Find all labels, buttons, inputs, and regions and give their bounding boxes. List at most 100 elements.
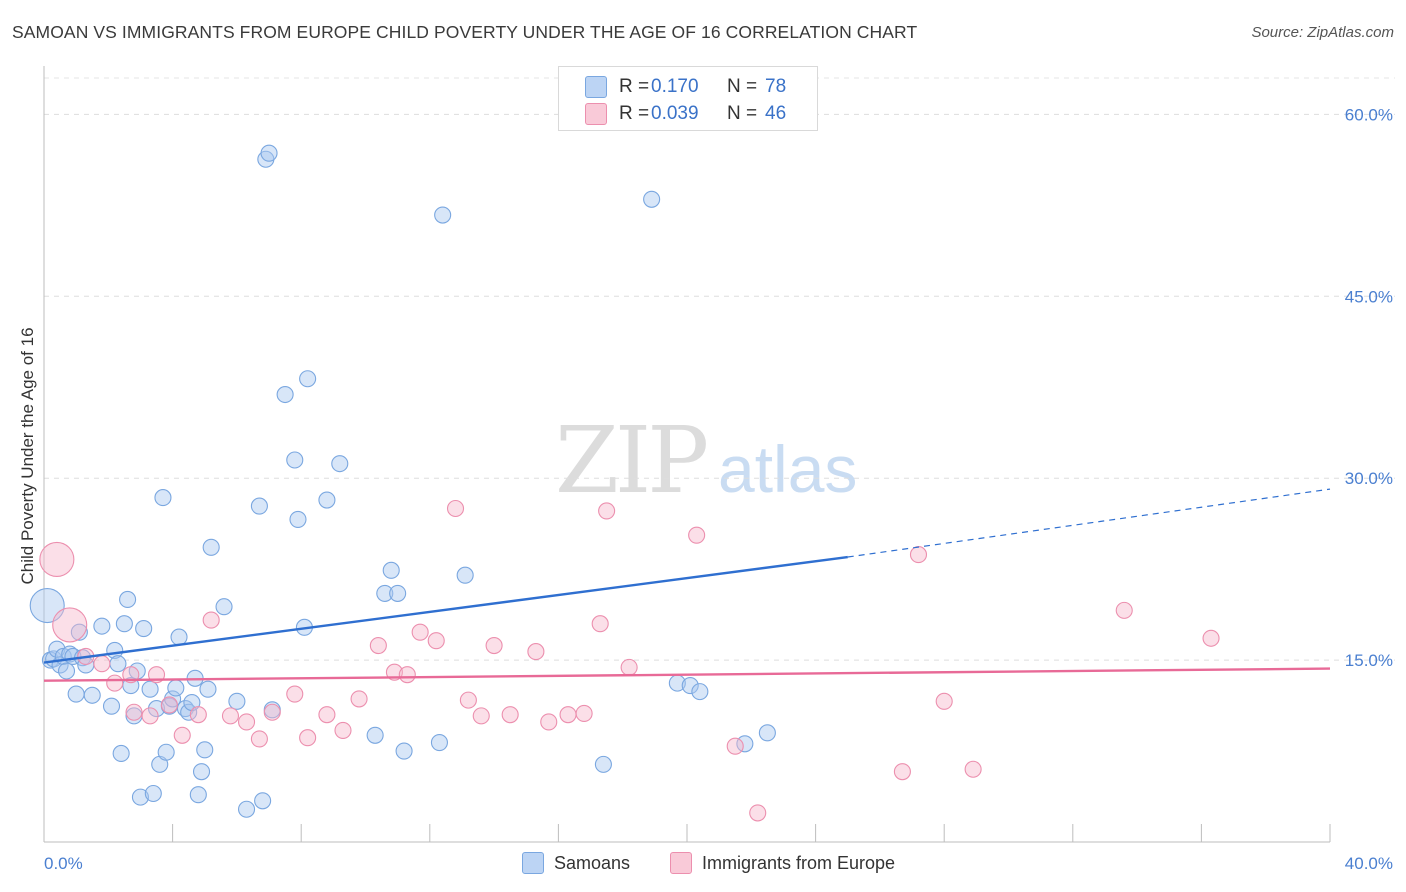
immigrants-point — [299, 729, 317, 747]
immigrants-point — [559, 706, 577, 724]
samoans-trend-extension — [847, 488, 1331, 558]
samoans-point — [382, 561, 400, 579]
samoans-point — [147, 700, 166, 718]
r-label: R = — [619, 76, 650, 97]
samoans-point — [237, 800, 256, 818]
samoans-point — [395, 742, 413, 760]
x-tick-label: 40.0% — [1345, 854, 1393, 873]
immigrants-point — [263, 703, 281, 721]
immigrants-point — [93, 655, 111, 673]
samoans-swatch — [585, 76, 607, 98]
r-value: 0.039 — [651, 103, 699, 124]
immigrants-point — [173, 726, 191, 744]
n-label: N = — [727, 76, 758, 97]
samoans-point — [157, 743, 175, 761]
samoans-point — [189, 786, 207, 804]
immigrants-point — [125, 703, 143, 721]
samoans-point — [167, 679, 185, 697]
samoans-point — [112, 744, 130, 763]
samoans-point — [318, 491, 336, 509]
immigrants-point — [398, 666, 416, 684]
immigrants-point — [472, 707, 490, 725]
samoans-point — [681, 677, 699, 695]
immigrants-point — [160, 696, 178, 714]
immigrants-point — [250, 730, 268, 748]
immigrants-point — [369, 636, 387, 655]
samoans-point — [202, 538, 220, 556]
watermark-zip: ZIP — [555, 407, 706, 514]
immigrants-point — [122, 666, 140, 684]
watermark-atlas: atlas — [718, 432, 857, 506]
samoans-point — [456, 566, 474, 584]
immigrants-point — [620, 658, 638, 676]
immigrants-point — [411, 623, 429, 641]
immigrants-point — [286, 685, 304, 703]
immigrants-point — [427, 632, 445, 650]
immigrants-point — [935, 692, 953, 710]
samoans-point — [141, 680, 159, 698]
samoans-point — [389, 584, 407, 602]
samoans-point — [170, 628, 188, 646]
immigrants-point — [688, 526, 706, 544]
immigrants-point — [334, 721, 352, 739]
immigrants-point — [318, 706, 336, 724]
x-tick-label: 0.0% — [44, 854, 83, 873]
immigrants-point — [141, 707, 159, 725]
samoans-point — [228, 692, 246, 710]
immigrants-swatch — [585, 103, 607, 125]
samoans-point — [180, 703, 198, 721]
samoans-point — [192, 763, 211, 781]
stats-legend: R = 0.170 N = 78 R = 0.039 N = 46 — [558, 66, 818, 131]
n-label: N = — [727, 103, 758, 124]
immigrants-point — [749, 804, 767, 822]
y-tick-label: 30.0% — [1345, 469, 1393, 488]
samoans-point — [430, 734, 448, 752]
immigrants-point — [591, 615, 609, 633]
immigrants-point — [39, 541, 75, 577]
chart-title: SAMOAN VS IMMIGRANTS FROM EUROPE CHILD P… — [12, 22, 918, 42]
immigrants-point — [52, 607, 88, 643]
immigrants-point — [527, 643, 545, 661]
samoans-point — [331, 455, 349, 473]
samoans-point — [276, 385, 294, 404]
immigrants-point — [540, 713, 558, 731]
source-credit: Source: ZipAtlas.com — [1251, 24, 1394, 41]
immigrants-point — [575, 704, 593, 723]
samoans-point — [215, 598, 233, 616]
n-value: 46 — [765, 103, 787, 124]
samoans-legend-swatch — [522, 852, 544, 874]
samoans-point — [260, 144, 278, 162]
samoans-point — [299, 370, 317, 388]
samoans-point — [286, 451, 304, 469]
legend-row-immigrants: R = 0.039 N = 46 — [585, 101, 786, 127]
immigrants-point — [1202, 629, 1220, 647]
immigrants-point — [459, 691, 477, 709]
samoans-point — [199, 680, 217, 698]
bottom-legend-samoans: Samoans — [522, 852, 630, 874]
immigrants-point — [598, 502, 616, 520]
immigrants-point — [446, 499, 465, 518]
samoans-point — [93, 617, 111, 635]
immigrants-legend-label: Immigrants from Europe — [702, 852, 896, 873]
immigrants-point — [909, 546, 928, 564]
immigrants-point — [485, 636, 503, 655]
samoans-point — [109, 655, 127, 673]
immigrants-point — [350, 690, 368, 708]
immigrants-point — [501, 706, 519, 724]
immigrants-point — [221, 707, 240, 725]
samoans-point — [144, 784, 162, 803]
samoans-point — [254, 792, 272, 810]
samoans-point — [29, 587, 65, 624]
samoans-point — [70, 623, 88, 641]
immigrants-point — [237, 713, 256, 731]
samoans-point — [366, 726, 384, 744]
samoans-point — [102, 697, 121, 715]
immigrants-point — [964, 760, 982, 778]
samoans-legend-label: Samoans — [554, 852, 631, 873]
samoans-point — [154, 489, 172, 507]
bottom-legend-immigrants: Immigrants from Europe — [670, 852, 895, 874]
samoans-point — [131, 788, 149, 806]
r-label: R = — [619, 103, 650, 124]
samoans-point — [250, 497, 268, 515]
